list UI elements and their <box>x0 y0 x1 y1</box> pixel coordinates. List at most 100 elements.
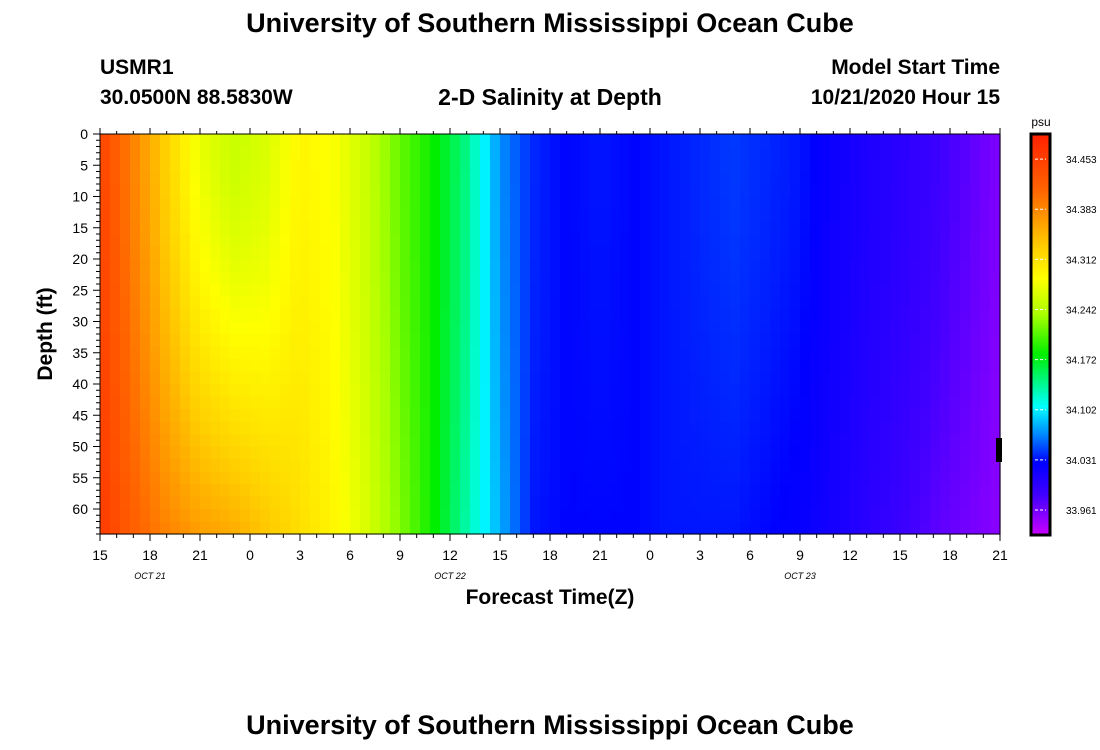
heatmap-cell <box>980 271 991 285</box>
heatmap-cell <box>810 234 821 248</box>
heatmap-cell <box>630 209 641 223</box>
heatmap-cell <box>660 296 671 310</box>
heatmap-cell <box>200 184 211 198</box>
heatmap-cell <box>610 484 621 498</box>
heatmap-cell <box>470 484 481 498</box>
heatmap-cell <box>560 521 571 535</box>
heatmap-cell <box>350 359 361 373</box>
heatmap-cell <box>740 371 751 385</box>
heatmap-cell <box>480 484 491 498</box>
heatmap-cell <box>260 246 271 260</box>
heatmap-cell <box>260 421 271 435</box>
heatmap-cell <box>290 521 301 535</box>
heatmap-cell <box>760 209 771 223</box>
heatmap-cell <box>480 196 491 210</box>
heatmap-cell <box>900 359 911 373</box>
heatmap-cell <box>120 184 131 198</box>
heatmap-cell <box>920 259 931 273</box>
heatmap-cell <box>920 271 931 285</box>
heatmap-cell <box>610 446 621 460</box>
heatmap-cell <box>470 171 481 185</box>
heatmap-cell <box>440 146 451 160</box>
heatmap-cell <box>770 246 781 260</box>
y-tick-label: 35 <box>72 345 88 361</box>
colorbar-tick-label: 34.031 <box>1066 456 1097 467</box>
heatmap-cell <box>580 321 591 335</box>
heatmap-cell <box>870 321 881 335</box>
heatmap-cell <box>320 284 331 298</box>
heatmap-cell <box>860 446 871 460</box>
heatmap-cell <box>270 446 281 460</box>
heatmap-cell <box>620 196 631 210</box>
heatmap-cell <box>670 196 681 210</box>
heatmap-cell <box>300 346 311 360</box>
heatmap-cell <box>110 196 121 210</box>
heatmap-cell <box>340 434 351 448</box>
heatmap-cell <box>830 159 841 173</box>
heatmap-cell <box>750 384 761 398</box>
heatmap-cell <box>200 334 211 348</box>
heatmap-cell <box>270 346 281 360</box>
heatmap-cell <box>280 371 291 385</box>
heatmap-cell <box>300 434 311 448</box>
heatmap-cell <box>830 321 841 335</box>
heatmap-cell <box>400 159 411 173</box>
heatmap-cell <box>860 246 871 260</box>
heatmap-cell <box>450 459 461 473</box>
heatmap-cell <box>370 284 381 298</box>
heatmap-cell <box>240 496 251 510</box>
heatmap-cell <box>280 509 291 523</box>
heatmap-cell <box>740 396 751 410</box>
heatmap-cell <box>770 346 781 360</box>
heatmap-cell <box>730 509 741 523</box>
heatmap-cell <box>150 284 161 298</box>
heatmap-cell <box>360 159 371 173</box>
heatmap-cell <box>440 234 451 248</box>
heatmap-cell <box>560 484 571 498</box>
heatmap-cell <box>860 359 871 373</box>
heatmap-cell <box>500 271 511 285</box>
heatmap-cell <box>980 484 991 498</box>
heatmap-cell <box>770 521 781 535</box>
heatmap-cell <box>490 296 501 310</box>
heatmap-cell <box>560 496 571 510</box>
heatmap-cell <box>320 496 331 510</box>
heatmap-cell <box>960 459 971 473</box>
heatmap-cell <box>570 371 581 385</box>
heatmap-cell <box>220 321 231 335</box>
heatmap-cell <box>730 409 741 423</box>
heatmap-cell <box>410 446 421 460</box>
heatmap-cell <box>170 196 181 210</box>
heatmap-cell <box>670 209 681 223</box>
heatmap-cell <box>620 146 631 160</box>
heatmap-cell <box>450 234 461 248</box>
heatmap-cell <box>270 271 281 285</box>
heatmap-cell <box>860 321 871 335</box>
heatmap-cell <box>850 496 861 510</box>
heatmap-cell <box>120 259 131 273</box>
heatmap-cell <box>920 496 931 510</box>
heatmap-cell <box>340 359 351 373</box>
heatmap-cell <box>590 509 601 523</box>
heatmap-cell <box>940 184 951 198</box>
heatmap-cell <box>160 346 171 360</box>
heatmap-cell <box>280 521 291 535</box>
heatmap-cell <box>650 509 661 523</box>
heatmap-cell <box>720 434 731 448</box>
heatmap-cell <box>190 259 201 273</box>
heatmap-cell <box>340 159 351 173</box>
heatmap-cell <box>910 259 921 273</box>
heatmap-cell <box>220 484 231 498</box>
heatmap-cell <box>750 359 761 373</box>
heatmap-cell <box>230 234 241 248</box>
heatmap-cell <box>660 409 671 423</box>
heatmap-cell <box>490 334 501 348</box>
heatmap-cell <box>270 409 281 423</box>
heatmap-cell <box>730 359 741 373</box>
heatmap-cell <box>510 209 521 223</box>
heatmap-cell <box>250 509 261 523</box>
heatmap-cell <box>380 196 391 210</box>
heatmap-cell <box>260 159 271 173</box>
heatmap-cell <box>940 296 951 310</box>
